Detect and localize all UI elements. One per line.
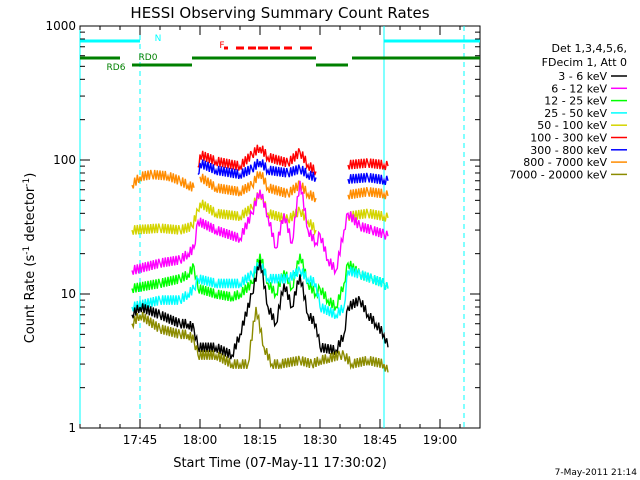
series-line: [131, 169, 389, 203]
x-tick-label: 17:45: [123, 433, 158, 447]
x-tick-label: 19:00: [423, 433, 458, 447]
x-tick-label: 18:00: [183, 433, 218, 447]
y-axis-label-main: Count Rate (s: [23, 255, 38, 344]
flag-label: F: [219, 41, 224, 51]
vertical-marker-lines: [79, 26, 465, 428]
legend-entry-label: 6 - 12 keV: [551, 82, 607, 95]
y-tick-label: 1: [68, 421, 76, 435]
legend-header: FDecim 1, Att 0: [542, 56, 627, 69]
y-axis-ticks: 1 10 100 1000: [45, 19, 480, 435]
series-line: [131, 253, 389, 311]
flag-label: N: [155, 34, 162, 44]
x-tick-label: 18:45: [363, 433, 398, 447]
legend-entry-label: 7000 - 20000 keV: [509, 168, 607, 181]
legend-entry-label: 100 - 300 keV: [530, 132, 607, 145]
legend-entry-label: 3 - 6 keV: [558, 70, 607, 83]
legend-header: Det 1,3,4,5,6,: [551, 42, 627, 55]
series-line: [131, 259, 389, 360]
y-axis-label-mid: detector: [23, 186, 38, 246]
y-axis-label-end: ): [23, 173, 38, 178]
flag-label: RD0: [139, 53, 158, 63]
x-tick-label: 18:30: [303, 433, 338, 447]
y-tick-label: 10: [61, 287, 76, 301]
series-line: [197, 144, 389, 176]
y-axis-label: Count Rate (s-1 detector-1): [22, 173, 38, 344]
series-line: [197, 158, 389, 186]
series-line: [131, 180, 389, 276]
y-axis-label-exp2: -1: [22, 178, 32, 187]
legend-entry-label: 800 - 7000 keV: [523, 156, 607, 169]
series-line: [131, 306, 389, 373]
legend-entry-label: 300 - 800 keV: [530, 144, 607, 157]
flag-label: RD6: [107, 63, 126, 73]
y-tick-label: 1000: [45, 19, 76, 33]
chart-title: HESSI Observing Summary Count Rates: [130, 4, 429, 22]
footer-date: 7-May-2011 21:14: [555, 468, 638, 478]
x-axis-ticks: 17:45 18:00 18:15 18:30 18:45 19:00: [79, 26, 481, 447]
y-axis-label-exp1: -1: [22, 246, 32, 255]
x-axis-label: Start Time (07-May-11 17:30:02): [173, 456, 387, 471]
observing-flags: N F RD0 RD6: [80, 34, 480, 73]
legend: Det 1,3,4,5,6,FDecim 1, Att 03 - 6 keV6 …: [509, 42, 627, 181]
x-tick-label: 18:15: [243, 433, 278, 447]
y-tick-label: 100: [53, 153, 76, 167]
legend-entry-label: 50 - 100 keV: [537, 119, 607, 132]
series-lines: [131, 144, 389, 373]
legend-entry-label: 25 - 50 keV: [544, 107, 607, 120]
legend-entry-label: 12 - 25 keV: [544, 95, 607, 108]
